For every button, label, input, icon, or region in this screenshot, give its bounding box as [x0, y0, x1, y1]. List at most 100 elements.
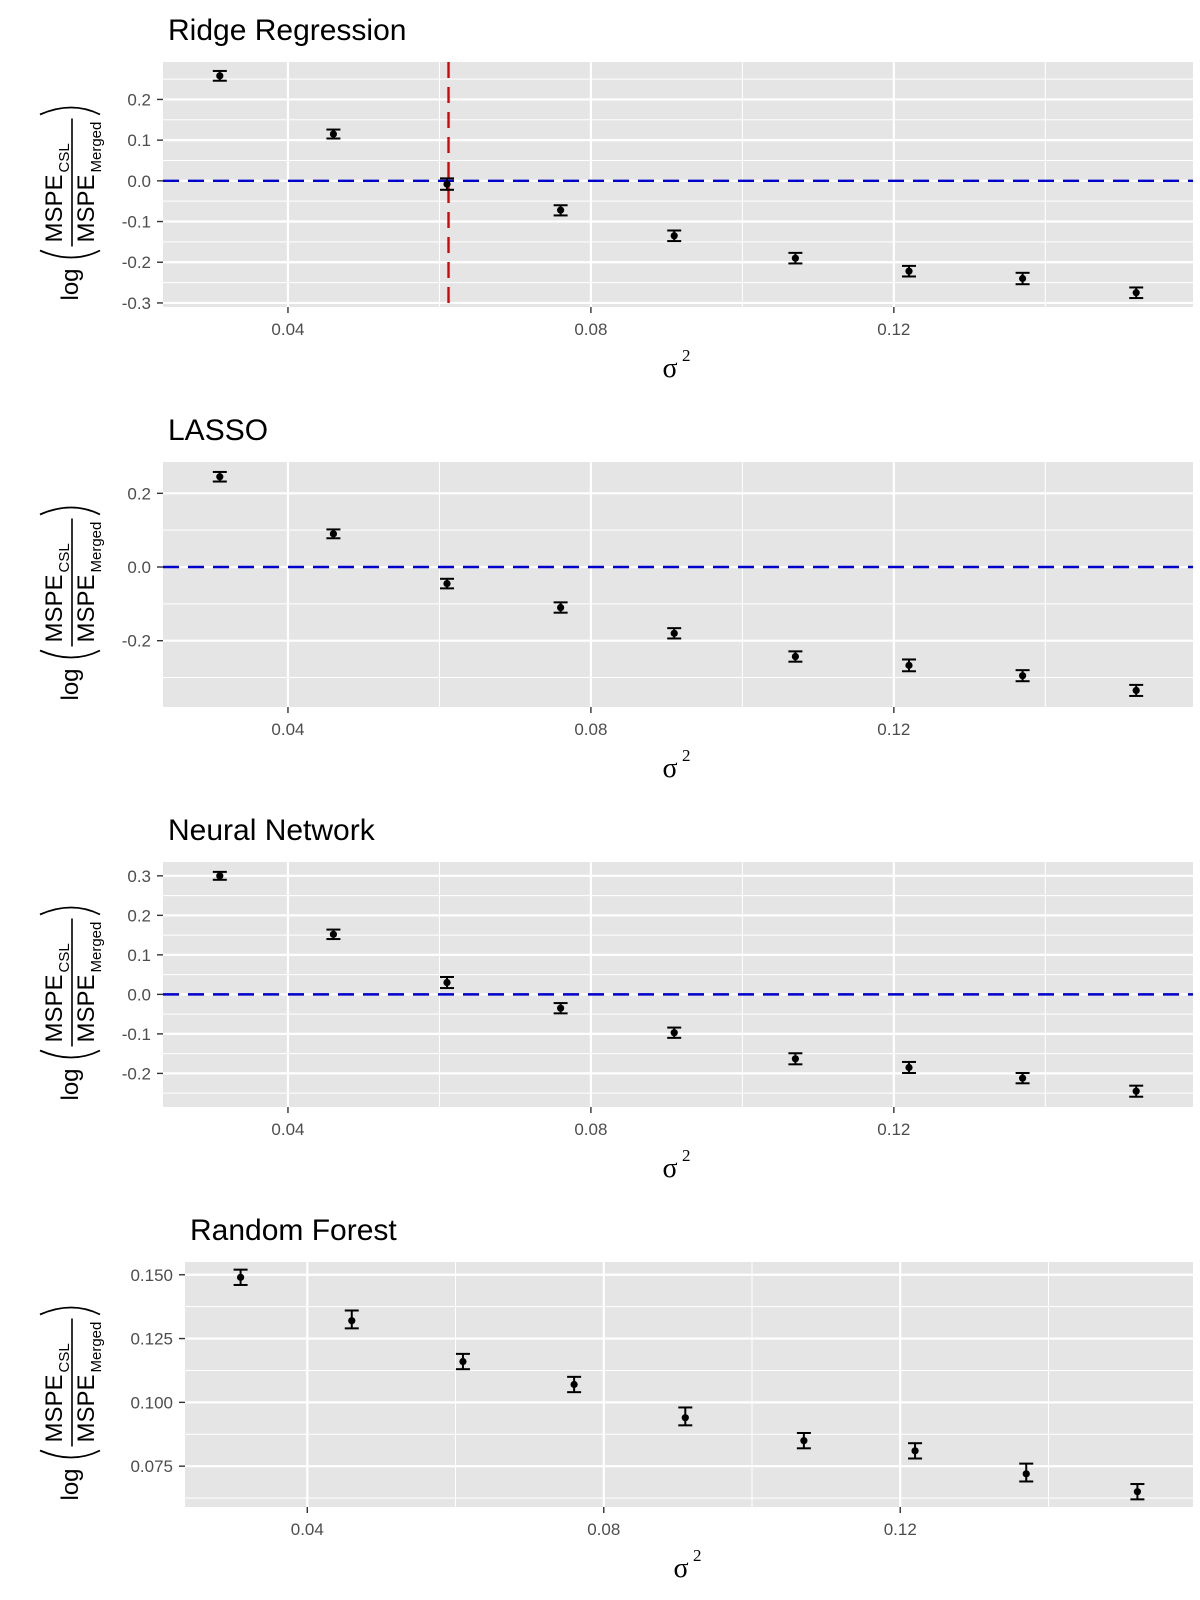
- x-tick-label: 0.08: [587, 1520, 620, 1539]
- y-tick-label: 0.1: [127, 131, 151, 150]
- x-tick-label: 0.04: [271, 1120, 304, 1139]
- y-label-denominator-subscript: Merged: [88, 122, 105, 173]
- x-axis-label: σ: [662, 753, 677, 784]
- x-axis-label-superscript: 2: [682, 746, 691, 765]
- x-axis-label-superscript: 2: [682, 346, 691, 365]
- y-tick-label: -0.3: [122, 294, 151, 313]
- y-label-denominator: MSPE: [73, 174, 100, 242]
- data-point: [557, 206, 565, 214]
- chart-title: LASSO: [168, 414, 268, 447]
- chart-title: Ridge Regression: [168, 14, 406, 47]
- y-label-numerator: MSPE: [41, 974, 68, 1042]
- data-point: [670, 232, 678, 240]
- data-point: [459, 1357, 467, 1366]
- data-point: [570, 1380, 578, 1389]
- data-point: [1132, 289, 1140, 297]
- y-tick-label: 0.2: [127, 90, 151, 109]
- x-tick-label: 0.08: [574, 720, 607, 739]
- y-tick-label: -0.2: [122, 632, 151, 651]
- y-tick-label: 0.2: [127, 484, 151, 503]
- data-point: [329, 130, 338, 138]
- x-tick-label: 0.08: [574, 1120, 607, 1139]
- data-point: [443, 579, 451, 588]
- data-point: [216, 872, 224, 880]
- y-label-denominator: MSPE: [73, 574, 100, 642]
- x-axis-label: σ: [662, 1153, 677, 1184]
- x-tick-label: 0.08: [574, 320, 607, 339]
- y-tick-label: -0.1: [122, 1025, 151, 1044]
- plot-background: [163, 862, 1193, 1107]
- y-tick-label: 0.0: [127, 172, 151, 191]
- data-point: [216, 72, 224, 80]
- chart-panel: Random Forest 0.04 0.08 0.12 0.075 0.100 0.125…: [39, 1214, 1193, 1584]
- data-point: [800, 1437, 808, 1445]
- data-point: [329, 930, 338, 938]
- data-point: [791, 1055, 799, 1063]
- x-axis-label: σ: [662, 353, 677, 384]
- x-tick-label: 0.12: [877, 1120, 910, 1139]
- data-point: [236, 1273, 245, 1281]
- y-tick-label: -0.2: [122, 1064, 151, 1083]
- x-axis-label: σ: [673, 1553, 688, 1584]
- x-axis-label-superscript: 2: [693, 1546, 702, 1565]
- x-tick-label: 0.04: [271, 720, 304, 739]
- data-point: [348, 1317, 356, 1325]
- y-label-paren-left: [39, 1049, 101, 1059]
- y-label-log: log: [57, 1468, 84, 1500]
- y-label-denominator: MSPE: [73, 974, 100, 1042]
- y-label-denominator: MSPE: [73, 1374, 100, 1442]
- x-axis-label-superscript: 2: [682, 1146, 691, 1165]
- y-label-log: log: [57, 668, 84, 700]
- y-label-numerator-subscript: CSL: [56, 543, 73, 572]
- y-label-log: log: [57, 268, 84, 300]
- y-label-numerator: MSPE: [41, 574, 68, 642]
- y-tick-label: 0.2: [127, 906, 151, 925]
- data-point: [557, 603, 565, 612]
- y-tick-label: -0.2: [122, 253, 151, 272]
- y-label-numerator: MSPE: [41, 174, 68, 242]
- y-tick-label: -0.1: [122, 213, 151, 232]
- x-tick-label: 0.12: [884, 1520, 917, 1539]
- data-point: [1132, 686, 1140, 695]
- y-label-paren-left: [39, 249, 101, 259]
- y-tick-label: 0.1: [127, 946, 151, 965]
- y-tick-label: 0.125: [130, 1330, 173, 1349]
- y-tick-label: 0.0: [127, 985, 151, 1004]
- y-label-denominator-subscript: Merged: [88, 1322, 105, 1373]
- data-point: [443, 978, 451, 987]
- y-label-denominator-subscript: Merged: [88, 522, 105, 573]
- y-label-paren-left: [39, 649, 101, 659]
- data-point: [1018, 672, 1027, 680]
- data-point: [905, 1063, 913, 1072]
- data-point: [791, 652, 799, 661]
- y-label-numerator-subscript: CSL: [56, 1343, 73, 1372]
- y-label-paren-left: [39, 1449, 101, 1459]
- data-point: [1132, 1087, 1140, 1095]
- data-point: [557, 1004, 565, 1012]
- data-point: [1133, 1488, 1142, 1496]
- data-point: [905, 267, 913, 275]
- data-point: [329, 530, 338, 538]
- y-label-paren-right: [39, 506, 101, 516]
- chart-title: Random Forest: [190, 1214, 397, 1247]
- data-point: [443, 180, 451, 188]
- data-point: [1022, 1470, 1030, 1478]
- plot-background: [163, 462, 1193, 707]
- y-tick-label: 0.100: [130, 1393, 173, 1412]
- x-tick-label: 0.12: [877, 720, 910, 739]
- y-tick-label: 0.150: [130, 1266, 173, 1285]
- y-tick-label: 0.3: [127, 867, 151, 886]
- data-point: [216, 473, 224, 481]
- chart-title: Neural Network: [168, 814, 376, 847]
- data-point: [681, 1414, 689, 1422]
- y-label-paren-right: [39, 1306, 101, 1316]
- y-tick-label: 0.075: [130, 1457, 173, 1476]
